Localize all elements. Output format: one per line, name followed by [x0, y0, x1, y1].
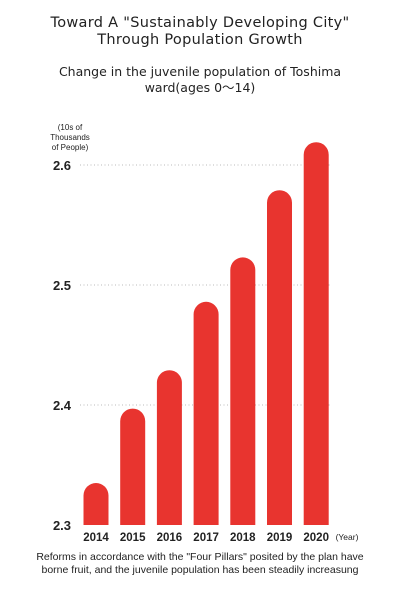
subtitle-line-1: Change in the juvenile population of Tos…: [58, 64, 342, 79]
caption-line-3: steadily increasung: [268, 563, 359, 576]
bar-2020: [303, 142, 329, 525]
x-tick-label: 2019: [267, 532, 293, 544]
y-tick-label: 2.4: [53, 398, 72, 413]
title-line-1: Toward A "Sustainably Developing City": [50, 15, 350, 31]
x-tick-label: 2014: [83, 532, 109, 544]
caption-line-2: plan have borne fruit, and the juvenile …: [41, 551, 364, 576]
bar-2015: [120, 408, 146, 525]
subtitle-line-2: ward(ages 0～14): [144, 80, 256, 95]
title-line-2: Through Population Growth: [97, 32, 303, 48]
caption-line-1: Reforms in accordance with the "Four Pil…: [36, 551, 316, 563]
bar-2014: [83, 483, 109, 525]
chart-caption: Reforms in accordance with the "Four Pil…: [30, 551, 370, 576]
chart-subtitle: Change in the juvenile population of Tos…: [0, 64, 400, 96]
bar-2018: [230, 257, 256, 525]
bar-2019: [267, 190, 292, 525]
x-tick-label: 2015: [120, 532, 146, 544]
x-tick-label: 2016: [157, 532, 183, 544]
y-tick-label: 2.5: [53, 278, 71, 293]
x-tick-label: 2018: [230, 532, 256, 544]
bar-2017: [193, 301, 219, 525]
x-tick-label: 2017: [193, 532, 219, 544]
bar-2016: [156, 370, 182, 525]
y-axis-unit-label: of People): [52, 143, 89, 152]
y-axis-unit-label: (10s of: [58, 123, 83, 132]
y-tick-label: 2.3: [53, 518, 71, 533]
y-axis-unit-label: Thousands: [50, 133, 90, 142]
x-axis-unit-label: (Year): [336, 532, 359, 542]
y-tick-label: 2.6: [53, 158, 71, 173]
chart-title: Toward A "Sustainably Developing City" T…: [0, 15, 400, 49]
x-tick-label: 2020: [303, 532, 329, 544]
